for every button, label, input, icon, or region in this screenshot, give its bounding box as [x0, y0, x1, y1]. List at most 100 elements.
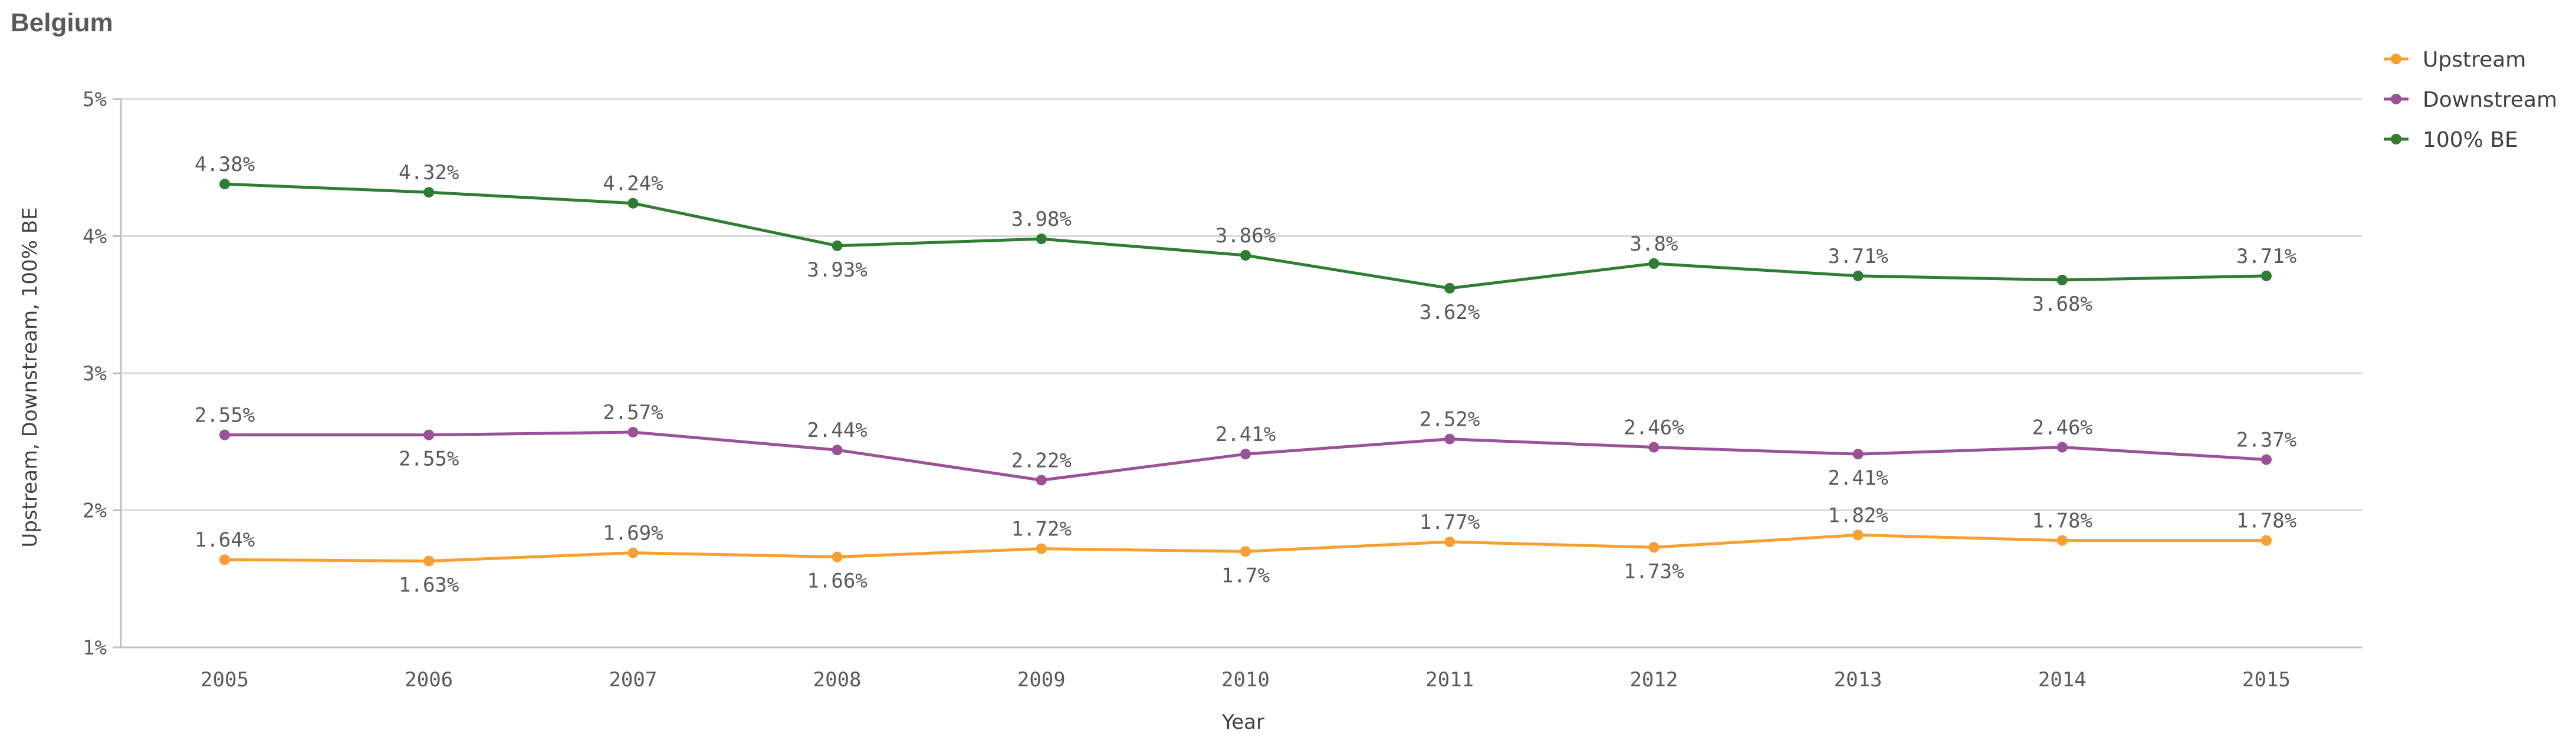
data-point-downstream[interactable] — [219, 429, 230, 440]
data-point-upstream[interactable] — [627, 547, 639, 558]
data-label-downstream: 2.52% — [1420, 408, 1480, 432]
x-tick-label: 2014 — [2038, 668, 2087, 692]
data-label-upstream: 1.64% — [195, 528, 255, 552]
data-point-upstream[interactable] — [219, 554, 230, 565]
data-label-100-be: 4.38% — [195, 153, 255, 176]
data-label-downstream: 2.41% — [1828, 466, 1888, 490]
y-tick-label: 5% — [83, 88, 107, 111]
y-tick-label: 4% — [83, 225, 107, 249]
data-label-downstream: 2.22% — [1011, 449, 1072, 472]
data-label-downstream: 2.57% — [603, 401, 663, 425]
x-tick-label: 2005 — [201, 668, 249, 692]
y-axis-ticks: 1% 2% 3% 4% 5% — [83, 88, 107, 660]
legend-label: Upstream — [2423, 48, 2526, 72]
data-point-downstream[interactable] — [627, 426, 639, 438]
data-point-100-be[interactable] — [627, 198, 639, 209]
data-point-upstream[interactable] — [1240, 546, 1251, 557]
x-axis-ticks: 2005 2006 2007 2008 2009 2010 2011 2012 2013 2014… — [201, 668, 2291, 692]
x-tick-label: 2012 — [1629, 668, 1678, 692]
x-tick-label: 2013 — [1834, 668, 1882, 692]
data-point-100-be[interactable] — [1036, 233, 1047, 245]
data-label-100-be: 3.8% — [1629, 232, 1678, 256]
data-label-upstream: 1.7% — [1221, 564, 1270, 587]
x-tick-label: 2007 — [609, 668, 657, 692]
series-lines — [219, 179, 2272, 567]
data-point-100-be[interactable] — [832, 240, 843, 251]
data-label-upstream: 1.78% — [2032, 509, 2092, 533]
data-label-upstream: 1.82% — [1828, 504, 1888, 527]
data-point-100-be[interactable] — [1444, 282, 1455, 294]
legend-item-upstream[interactable]: Upstream — [2384, 48, 2526, 72]
data-point-upstream[interactable] — [1648, 542, 1660, 553]
data-point-upstream[interactable] — [1036, 543, 1047, 554]
data-point-100-be[interactable] — [2261, 270, 2272, 281]
y-tick-label: 1% — [83, 636, 107, 660]
data-label-downstream: 2.55% — [399, 448, 459, 471]
data-point-upstream[interactable] — [1444, 536, 1455, 547]
data-point-100-be[interactable] — [1240, 250, 1251, 261]
x-tick-label: 2009 — [1017, 668, 1066, 692]
data-label-upstream: 1.73% — [1624, 560, 1684, 583]
data-point-upstream[interactable] — [423, 555, 435, 567]
data-point-100-be[interactable] — [219, 179, 230, 190]
y-axis-title: Upstream, Downstream, 100% BE — [18, 207, 42, 547]
legend-item-downstream[interactable]: Downstream — [2384, 88, 2557, 112]
data-label-100-be: 3.71% — [1828, 245, 1888, 268]
data-point-100-be[interactable] — [2056, 274, 2068, 285]
data-point-downstream[interactable] — [1444, 433, 1455, 445]
x-tick-label: 2015 — [2242, 668, 2291, 692]
data-point-downstream[interactable] — [1240, 449, 1251, 460]
data-label-downstream: 2.46% — [1624, 416, 1684, 440]
data-labels: 1.64% 1.63% 1.69% 1.66% 1.72% 1.7% 1.77% 1.73% 1… — [195, 153, 2296, 597]
data-label-downstream: 2.46% — [2032, 416, 2092, 440]
data-point-downstream[interactable] — [1036, 475, 1047, 486]
data-label-100-be: 3.62% — [1420, 301, 1480, 324]
data-point-downstream[interactable] — [423, 429, 435, 440]
legend-label: Downstream — [2423, 88, 2557, 112]
data-point-upstream[interactable] — [2056, 535, 2068, 546]
data-label-100-be: 3.68% — [2032, 292, 2092, 316]
legend[interactable]: Upstream Downstream 100% BE — [2384, 48, 2557, 152]
legend-marker — [2391, 94, 2401, 104]
data-point-downstream[interactable] — [832, 445, 843, 456]
data-label-100-be: 3.71% — [2236, 245, 2296, 268]
legend-label: 100% BE — [2423, 128, 2518, 152]
data-label-upstream: 1.69% — [603, 522, 663, 545]
data-point-100-be[interactable] — [1648, 258, 1660, 269]
data-label-100-be: 4.24% — [603, 172, 663, 196]
x-tick-label: 2006 — [405, 668, 453, 692]
data-point-downstream[interactable] — [1852, 449, 1864, 460]
data-label-upstream: 1.63% — [399, 574, 459, 597]
x-axis-title: Year — [1221, 710, 1264, 734]
data-label-100-be: 3.86% — [1215, 224, 1276, 248]
data-label-upstream: 1.78% — [2236, 509, 2296, 533]
data-label-downstream: 2.55% — [195, 404, 255, 427]
data-label-downstream: 2.44% — [807, 419, 867, 442]
legend-marker — [2391, 134, 2401, 144]
data-label-upstream: 1.72% — [1011, 518, 1072, 541]
data-point-upstream[interactable] — [832, 551, 843, 562]
grid-lines — [113, 98, 2362, 649]
data-label-downstream: 2.37% — [2236, 428, 2296, 452]
x-tick-label: 2010 — [1221, 668, 1270, 692]
data-label-100-be: 3.98% — [1011, 208, 1072, 231]
data-point-downstream[interactable] — [2261, 454, 2272, 465]
data-point-100-be[interactable] — [423, 187, 435, 198]
data-label-upstream: 1.66% — [807, 570, 867, 593]
x-tick-label: 2011 — [1425, 668, 1474, 692]
data-label-100-be: 4.32% — [399, 161, 459, 185]
y-tick-label: 3% — [83, 362, 107, 386]
data-label-100-be: 3.93% — [807, 258, 867, 282]
data-point-upstream[interactable] — [2261, 535, 2272, 546]
legend-marker — [2391, 54, 2401, 64]
legend-item-100-be[interactable]: 100% BE — [2384, 128, 2518, 152]
y-tick-label: 2% — [83, 499, 107, 523]
data-point-upstream[interactable] — [1852, 529, 1864, 541]
data-point-downstream[interactable] — [2056, 442, 2068, 453]
data-point-100-be[interactable] — [1852, 270, 1864, 281]
data-point-downstream[interactable] — [1648, 442, 1660, 453]
data-label-upstream: 1.77% — [1420, 511, 1480, 534]
data-label-downstream: 2.41% — [1215, 423, 1276, 446]
chart-title: Belgium — [11, 8, 113, 37]
